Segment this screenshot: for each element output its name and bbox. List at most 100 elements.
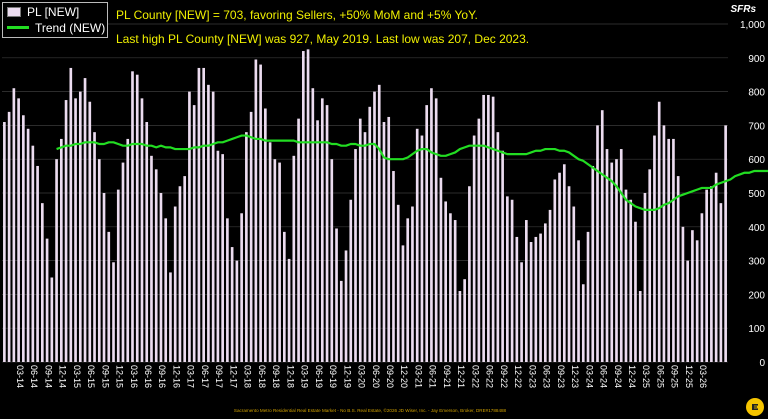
footer-credit: Sacramento Metro Residential Real Estate…: [233, 408, 507, 413]
x-tick-label: 12-15: [115, 365, 125, 388]
bar: [458, 291, 462, 362]
x-tick-label: 06-18: [257, 365, 267, 388]
legend-bar-label: PL [NEW]: [27, 4, 80, 19]
y-tick-label: 300: [748, 257, 765, 268]
y-tick-label: 600: [748, 155, 765, 166]
x-tick-label: 06-22: [485, 365, 495, 388]
bar: [686, 260, 689, 362]
legend-item-bars: PL [NEW]: [7, 4, 79, 19]
annotation-current: PL County [NEW] = 703, favoring Sellers,…: [116, 8, 478, 22]
x-tick-label: 03-24: [584, 365, 594, 388]
bar: [425, 105, 429, 363]
bar: [577, 240, 580, 362]
bar: [74, 98, 77, 363]
y-tick-label: 100: [748, 324, 765, 335]
bar: [714, 172, 718, 362]
bar: [363, 132, 367, 362]
bar: [487, 94, 490, 362]
bar: [430, 88, 433, 362]
bar: [605, 149, 609, 362]
bar: [126, 138, 130, 362]
bar: [596, 125, 599, 363]
y-tick-label: 500: [748, 189, 765, 200]
x-tick-label: 12-22: [513, 365, 523, 388]
brand-logo-icon: [746, 398, 764, 416]
logo-mark-icon: [752, 404, 758, 410]
bar: [12, 88, 16, 362]
bar: [662, 125, 666, 363]
bar: [453, 220, 457, 362]
bar: [287, 258, 291, 362]
bar: [695, 240, 699, 362]
bar: [510, 199, 514, 362]
x-tick-label: 06-16: [143, 365, 153, 388]
bar: [164, 218, 168, 362]
unit-label: SFRs: [730, 4, 756, 15]
bar: [254, 59, 258, 363]
x-tick-label: 12-17: [228, 365, 238, 388]
legend-line-swatch: [7, 26, 29, 29]
x-tick-label: 09-16: [157, 365, 167, 388]
bar: [520, 262, 523, 362]
x-tick-label: 06-23: [542, 365, 552, 388]
bar-series-pl-new: [3, 49, 727, 363]
bar: [311, 88, 315, 362]
bar: [131, 71, 134, 362]
bar: [553, 179, 557, 362]
bar: [368, 106, 372, 362]
bar: [401, 245, 405, 362]
bar: [377, 84, 381, 362]
bar: [534, 236, 538, 362]
bar: [268, 142, 272, 362]
bar: [420, 135, 424, 362]
x-tick-label: 03-22: [470, 365, 480, 388]
x-tick-label: 06-17: [200, 365, 210, 388]
bar: [477, 118, 481, 362]
y-tick-label: 200: [748, 290, 765, 301]
bar: [316, 120, 319, 362]
x-tick-label: 06-24: [599, 365, 609, 388]
bar: [306, 49, 310, 362]
bar: [482, 94, 485, 362]
bar: [216, 150, 220, 362]
bar: [145, 122, 149, 363]
bar: [643, 193, 647, 362]
x-tick-label: 03-18: [243, 365, 253, 388]
x-tick-label: 09-25: [670, 365, 680, 388]
bar: [264, 108, 267, 362]
bar: [638, 291, 642, 362]
bar: [567, 186, 571, 362]
bar: [515, 236, 519, 362]
bar: [434, 98, 438, 363]
bar: [121, 162, 125, 362]
x-tick-label: 12-18: [285, 365, 295, 388]
bar: [344, 250, 348, 362]
bar: [7, 111, 11, 362]
bar: [648, 169, 652, 362]
bar: [354, 149, 357, 362]
bar: [724, 125, 727, 363]
y-tick-label: 1,000: [740, 20, 765, 31]
bar: [615, 159, 618, 362]
bar: [245, 132, 248, 362]
bar: [192, 105, 196, 363]
bar: [406, 218, 410, 362]
y-tick-label: 900: [748, 54, 765, 65]
bar: [676, 176, 680, 362]
bar: [59, 138, 63, 362]
bar: [705, 189, 708, 362]
bar: [330, 159, 334, 362]
bar: [93, 132, 96, 362]
bar: [335, 228, 338, 362]
bar: [463, 279, 466, 362]
bar: [411, 206, 414, 362]
bar: [78, 91, 82, 362]
bar: [339, 280, 343, 362]
x-tick-label: 09-14: [43, 365, 53, 388]
x-tick-label: 09-15: [100, 365, 110, 388]
x-axis-labels: 03-14 06-14 09-14 12-14 03-15 06-15 09-15 12-15…: [15, 365, 708, 388]
bar: [169, 272, 172, 362]
legend-bar-swatch: [7, 6, 21, 17]
bar: [468, 186, 471, 362]
